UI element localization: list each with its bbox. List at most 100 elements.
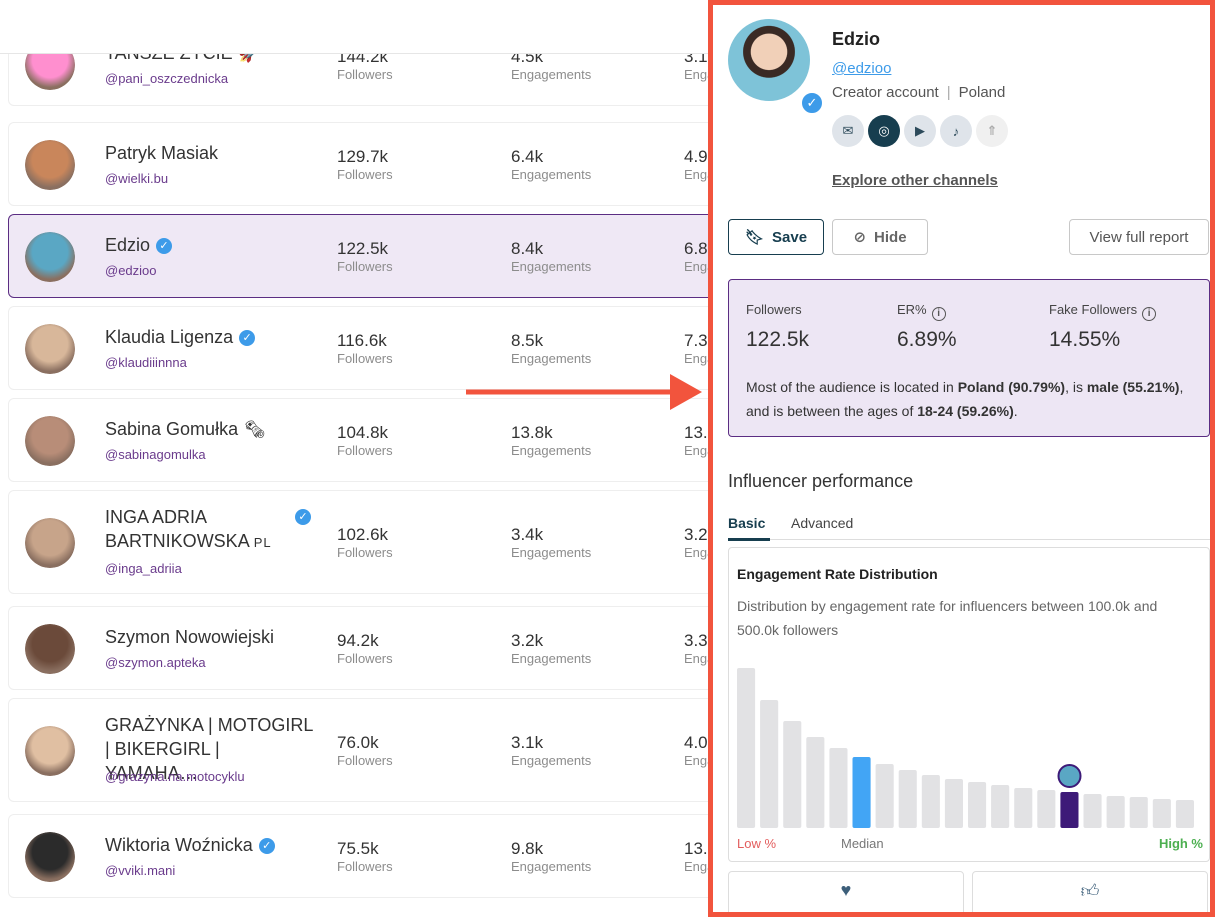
influencer-row[interactable]: Sabina Gomułka 🗞 @sabinagomulka 104.8k Follo… [8, 398, 710, 482]
thumbs-up-icon: 👍︎ [1080, 881, 1100, 901]
explore-channels-link[interactable]: Explore other channels [832, 172, 998, 189]
influencer-name: GRAŻYNKA | MOTOGIRL | BIKERGIRL | YAMAHA… [105, 713, 315, 785]
chart-bar [1106, 796, 1125, 828]
influencer-name-text: Edzio [105, 235, 151, 255]
followers-label: Followers [337, 67, 393, 82]
eye-off-icon: ⊘ [853, 229, 867, 246]
tiktok-icon[interactable]: ♪ [940, 115, 972, 147]
er-label: Enga [684, 443, 710, 458]
other-channel-icon[interactable]: ⇑ [976, 115, 1008, 147]
influencer-name: Klaudia Ligenza ✓ [105, 325, 315, 349]
hide-label: Hide [874, 228, 907, 246]
profile-avatar: ✓ [728, 19, 824, 115]
channel-icons: ✉ ◎ ▶ ♪ ⇑ [832, 115, 1008, 147]
instagram-icon[interactable]: ◎ [868, 115, 900, 147]
er-value: 4.0 [684, 733, 708, 752]
influencer-row[interactable]: Klaudia Ligenza ✓ @klaudiiinnna 116.6k Follo… [8, 306, 710, 390]
chart-bar [1014, 788, 1033, 828]
view-full-report-button[interactable]: View full report [1069, 219, 1209, 255]
avatar [25, 624, 75, 674]
hide-button[interactable]: ⊘ Hide [832, 219, 928, 255]
desc-gender: male (55.21%) [1086, 379, 1180, 395]
desc-part: . [1013, 403, 1018, 419]
er-value: 6.89% [897, 328, 957, 351]
influencer-name: Patryk Masiak [105, 141, 315, 165]
followers-label: Followers [337, 167, 393, 182]
engagement-card: 👍︎ [972, 871, 1208, 912]
influencer-row[interactable]: Wiktoria Woźnicka ✓ @vviki.mani 75.5k Follow… [8, 814, 710, 898]
chart-bar [968, 782, 987, 828]
influencer-handle: @wielki.bu [105, 171, 169, 186]
low-label: Low % [737, 836, 777, 851]
save-button[interactable]: 🔖︎ Save [728, 219, 824, 255]
influencer-row[interactable]: Patryk Masiak @wielki.bu 129.7k Followers 6.… [8, 122, 710, 206]
engagement-chart-card: Engagement Rate Distribution Distributio… [728, 547, 1210, 862]
heart-icon: ♥ [840, 880, 852, 900]
meta-separator: | [946, 84, 951, 101]
er-value: 6.8 [684, 239, 708, 258]
bookmark-icon: 🔖︎ [744, 229, 764, 246]
chart-bar [1175, 800, 1194, 828]
influencer-handle: @pani_oszczednicka [105, 71, 229, 86]
er-value: 4.9 [684, 147, 708, 166]
er-label: Enga [684, 545, 710, 560]
er-value: 3.2 [684, 525, 708, 544]
avatar [25, 832, 75, 882]
chart-bar [1152, 799, 1171, 828]
followers-value: 129.7k [337, 147, 389, 166]
tab-advanced[interactable]: Advanced [791, 515, 854, 531]
influencer-list: TAŃSZE ŻYCIE🚀@pani_oszczednicka144.2kFol… [0, 0, 710, 898]
youtube-icon[interactable]: ▶ [904, 115, 936, 147]
info-icon[interactable]: i [1142, 307, 1157, 321]
info-icon[interactable]: i [931, 307, 946, 321]
influencer-row[interactable]: Szymon Nowowiejski @szymon.apteka 94.2k Fol… [8, 606, 710, 690]
influencer-row[interactable]: GRAŻYNKA | MOTOGIRL | BIKERGIRL | YAMAHA… [8, 698, 710, 802]
profile-handle-link[interactable]: @edzioo [832, 60, 892, 77]
engagements-label: Engagements [511, 753, 592, 768]
verified-badge-icon: ✓ [239, 330, 256, 346]
account-type: Creator account [832, 84, 939, 101]
influencer-name: Edzio ✓ [105, 233, 315, 257]
followers-value: 104.8k [337, 423, 389, 442]
influencer-detail-panel: ✓ Edzio @edzioo Creator account | Poland ✉… [708, 0, 1215, 917]
influencer-row[interactable]: INGA ADRIA BARTNIKOWSKA PL ✓ @inga_adriia 10… [8, 490, 710, 594]
influencer-name-text: Patryk Masiak [105, 143, 219, 163]
engagements-value: 3.1k [511, 733, 544, 752]
median-label: Median [841, 836, 884, 851]
chart-bar [1083, 794, 1102, 828]
list-toolbar [0, 0, 710, 54]
er-label: Enga [684, 167, 710, 182]
fake-followers-value: 14.55% [1049, 328, 1121, 351]
followers-label: Followers [337, 651, 393, 666]
followers-label: Followers [337, 545, 393, 560]
er-label-group: ER% i [897, 302, 946, 321]
mail-icon[interactable]: ✉ [832, 115, 864, 147]
name-suffix: PL [253, 535, 272, 550]
fake-followers-label: Fake Followers [1049, 302, 1138, 317]
influencer-row[interactable]: Edzio ✓ @edzioo 122.5k Followers 8.4k Engageme… [8, 214, 710, 298]
influencer-name-text: INGA ADRIA BARTNIKOWSKA [105, 507, 250, 551]
desc-age: 18-24 (59.26%) [917, 403, 1014, 419]
engagements-label: Engagements [511, 67, 592, 82]
profile-country: Poland [958, 84, 1006, 101]
er-label: Enga [684, 859, 710, 874]
performance-tabs: Basic Advanced [728, 510, 1210, 541]
tab-basic[interactable]: Basic [728, 515, 766, 531]
desc-part: , and is between the ages of [746, 379, 1184, 419]
er-label: Enga [684, 67, 710, 82]
engagements-value: 8.4k [511, 239, 544, 258]
chart-bar [991, 785, 1010, 828]
pointer-arrow [466, 374, 702, 410]
audience-summary-card: Followers 122.5k ER% i 6.89% Fake Followe… [728, 279, 1210, 437]
engagements-label: Engagements [511, 167, 592, 182]
engagements-label: Engagements [511, 351, 592, 366]
influencer-name-text: Klaudia Ligenza [105, 327, 234, 347]
engagements-value: 13.8k [511, 423, 553, 442]
followers-value: 94.2k [337, 631, 379, 650]
er-label: Enga [684, 753, 710, 768]
desc-part: , is [1065, 379, 1087, 395]
er-label: Enga [684, 651, 710, 666]
influencer-name-text: Szymon Nowowiejski [105, 627, 275, 647]
influencer-handle: @grazyna.na.motocyklu [105, 769, 245, 784]
verified-badge-icon: ✓ [295, 509, 311, 525]
